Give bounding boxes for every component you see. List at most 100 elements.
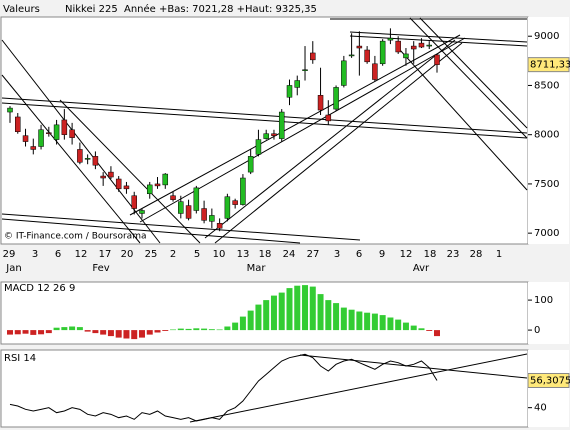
candle-body (38, 129, 44, 147)
last-value-box (527, 57, 570, 73)
bar (239, 316, 246, 331)
candle-body (434, 54, 440, 65)
bar (333, 303, 340, 331)
candle-body (15, 116, 21, 132)
price-panel (0, 16, 529, 245)
x-tick-label: 12 (400, 249, 413, 260)
bar (325, 300, 332, 331)
bar (255, 304, 262, 331)
candle-body (209, 215, 215, 222)
y-tick-label: 7000 (534, 228, 559, 239)
bar (61, 327, 68, 331)
bar (356, 311, 363, 331)
bar (387, 317, 394, 331)
x-tick-label: 18 (259, 249, 272, 260)
bar (177, 328, 184, 331)
candle-body (193, 187, 200, 211)
candle-body (100, 175, 106, 179)
candle-body (154, 183, 161, 187)
candle-body (46, 132, 52, 134)
candle-body (294, 80, 301, 88)
x-tick-label: 5 (194, 249, 200, 260)
candle-body (115, 178, 122, 190)
bar (286, 288, 293, 331)
candle-body (146, 184, 153, 195)
month-label: Fev (92, 263, 109, 274)
bar (154, 330, 161, 333)
bar (45, 330, 52, 334)
y-tick-label: 9000 (534, 31, 559, 42)
bar (131, 330, 138, 340)
bar (364, 312, 371, 331)
x-tick-label: 24 (283, 249, 296, 260)
bar (84, 330, 91, 332)
last-value-label: 56,3075 (530, 375, 570, 386)
candle-body (403, 53, 409, 59)
candle-body (286, 85, 293, 98)
bar (309, 286, 316, 331)
x-tick-label: 3 (334, 249, 340, 260)
bar (270, 295, 277, 331)
chart-title: Nikkei 225 (65, 4, 118, 15)
axis-area (528, 350, 569, 427)
panel-title: RSI 14 (4, 353, 36, 364)
bar (232, 322, 239, 331)
bar (263, 300, 270, 331)
candle-body (232, 200, 238, 205)
candle-body (348, 54, 355, 57)
bar (395, 319, 402, 331)
bar (107, 330, 114, 337)
y-tick-label: 8000 (534, 130, 559, 141)
x-tick-label: 1 (496, 249, 502, 260)
bar (410, 325, 417, 331)
candle-body (162, 173, 169, 186)
y-tick-label: 0 (534, 325, 540, 336)
bar (208, 329, 215, 331)
bar (302, 285, 309, 331)
bar (38, 330, 45, 335)
bar (224, 326, 231, 331)
candle-body (69, 129, 75, 138)
bar (278, 292, 285, 331)
x-tick-label: 29 (3, 249, 16, 260)
x-tick-label: 27 (307, 249, 320, 260)
candle-body (240, 177, 246, 205)
candle-body (426, 44, 432, 47)
bar (146, 330, 153, 335)
bar (53, 327, 60, 331)
bar (115, 330, 122, 338)
candle-body (395, 40, 401, 53)
candle-body (92, 156, 99, 166)
y-tick-label: 7500 (534, 179, 559, 190)
candle-body (356, 45, 363, 49)
bar (317, 294, 324, 331)
x-tick-label: 23 (447, 249, 460, 260)
last-value-label: 8711,33 (530, 60, 570, 71)
candle-body (123, 185, 130, 190)
bar (294, 285, 301, 331)
bar (379, 315, 386, 331)
candle-body (341, 60, 347, 86)
candle-body (139, 210, 145, 214)
y-tick-label: 40 (534, 403, 547, 414)
candle-body (61, 119, 68, 135)
bar (7, 330, 13, 335)
panel-title: MACD 12 26 9 (4, 283, 75, 294)
x-tick-label: 18 (424, 249, 437, 260)
candle-body (372, 63, 378, 80)
candle-body (185, 205, 192, 219)
last-value-box (527, 372, 570, 388)
month-label: Jan (5, 263, 21, 274)
x-tick-label: 13 (237, 249, 250, 260)
candle-body (53, 124, 60, 140)
x-tick-label: 6 (55, 249, 61, 260)
bar (92, 330, 99, 334)
bar (340, 307, 347, 331)
candle-body (22, 135, 29, 142)
x-tick-label: 12 (75, 249, 88, 260)
candle-body (247, 156, 254, 173)
bar (193, 328, 200, 331)
bar (434, 330, 440, 337)
candle-body (7, 107, 13, 113)
candle-body (410, 45, 417, 50)
